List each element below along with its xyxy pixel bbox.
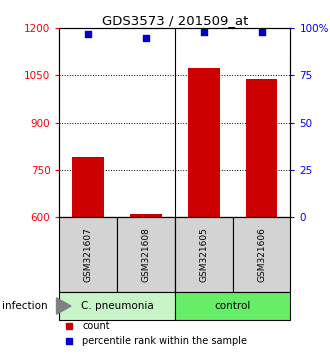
Bar [188, 68, 220, 217]
Bar [59, 217, 117, 292]
Text: C. pneumonia: C. pneumonia [81, 301, 153, 311]
Bar [117, 217, 175, 292]
Title: GDS3573 / 201509_at: GDS3573 / 201509_at [102, 14, 248, 27]
Bar [175, 217, 233, 292]
Bar [233, 217, 290, 292]
Bar [59, 292, 175, 320]
Text: GSM321608: GSM321608 [142, 227, 150, 282]
Text: GSM321606: GSM321606 [257, 227, 266, 282]
Point [259, 29, 264, 35]
Polygon shape [56, 298, 71, 314]
Bar [246, 79, 278, 217]
Bar [130, 214, 162, 217]
Point [143, 35, 148, 41]
Text: count: count [82, 321, 110, 331]
Point [85, 31, 91, 37]
Text: GSM321607: GSM321607 [84, 227, 93, 282]
Text: infection: infection [2, 301, 48, 311]
Text: GSM321605: GSM321605 [199, 227, 208, 282]
Text: control: control [214, 301, 251, 311]
Point [201, 29, 207, 35]
Bar [72, 157, 104, 217]
Bar [175, 292, 290, 320]
Text: percentile rank within the sample: percentile rank within the sample [82, 336, 248, 346]
